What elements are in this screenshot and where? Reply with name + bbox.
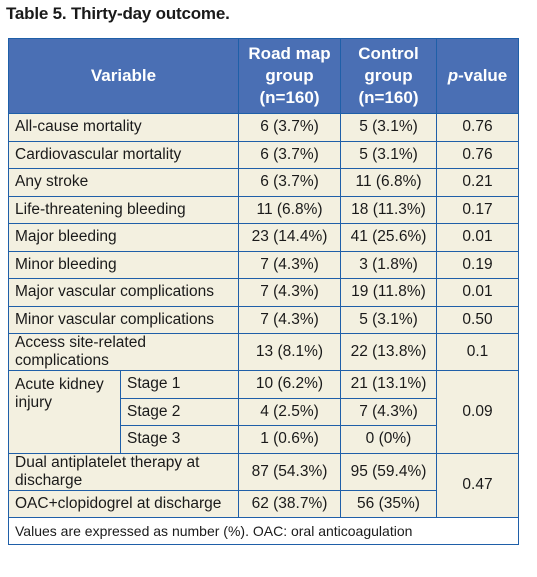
discharge-road-value: 62 (38.7%) <box>238 489 341 518</box>
row-label: Access site-related complications <box>8 333 239 371</box>
aki-label: Acute kidney injury <box>8 370 121 454</box>
aki-pvalue: 0.09 <box>436 370 519 454</box>
discharge-control-value: 95 (59.4%) <box>340 452 437 491</box>
row-road-value: 11 (6.8%) <box>238 195 341 224</box>
row-label: Any stroke <box>8 168 239 197</box>
header-control: Control group (n=160) <box>340 38 437 114</box>
row-road-value: 6 (3.7%) <box>238 168 341 197</box>
row-control-value: 3 (1.8%) <box>340 250 437 279</box>
row-label: Minor bleeding <box>8 250 239 279</box>
row-control-value: 5 (3.1%) <box>340 140 437 169</box>
discharge-label: OAC+clopidogrel at discharge <box>8 489 239 518</box>
row-control-value: 18 (11.3%) <box>340 195 437 224</box>
row-control-value: 5 (3.1%) <box>340 113 437 142</box>
row-pvalue: 0.19 <box>436 250 519 279</box>
discharge-pvalue: 0.47 <box>436 452 519 518</box>
row-pvalue: 0.17 <box>436 195 519 224</box>
discharge-control-value: 56 (35%) <box>340 489 437 518</box>
row-control-value: 11 (6.8%) <box>340 168 437 197</box>
row-road-value: 13 (8.1%) <box>238 333 341 371</box>
aki-road-value: 10 (6.2%) <box>238 370 341 399</box>
row-pvalue: 0.01 <box>436 223 519 252</box>
header-road-map: Road map group (n=160) <box>238 38 341 114</box>
table-row: Cardiovascular mortality 6 (3.7%) 5 (3.1… <box>8 140 519 169</box>
table-row: Stage 3 1 (0.6%) 0 (0%) <box>9 425 519 454</box>
row-road-value: 23 (14.4%) <box>238 223 341 252</box>
table-row: Dual antiplatelet therapy at discharge 8… <box>8 452 519 518</box>
table-row: Life-threatening bleeding 11 (6.8%) 18 (… <box>8 195 519 224</box>
row-pvalue: 0.50 <box>436 305 519 334</box>
outcome-table: Variable Road map group (n=160) Control … <box>8 38 519 545</box>
row-control-value: 41 (25.6%) <box>340 223 437 252</box>
row-road-value: 7 (4.3%) <box>238 305 341 334</box>
header-control-line2: group <box>364 66 413 85</box>
header-road-map-line1: Road map <box>248 44 331 63</box>
table-title: Table 5. Thirty-day outcome. <box>6 4 230 23</box>
header-variable: Variable <box>8 38 239 114</box>
aki-road-value: 4 (2.5%) <box>238 397 341 426</box>
table-row: Major vascular complications 7 (4.3%) 19… <box>8 278 519 307</box>
row-control-value: 22 (13.8%) <box>340 333 437 371</box>
header-row: Variable Road map group (n=160) Control … <box>8 38 519 114</box>
row-label: Cardiovascular mortality <box>8 140 239 169</box>
row-pvalue: 0.01 <box>436 278 519 307</box>
row-pvalue: 0.76 <box>436 113 519 142</box>
row-label: All-cause mortality <box>8 113 239 142</box>
header-road-map-line3: (n=160) <box>259 88 320 107</box>
table-row: OAC+clopidogrel at discharge 62 (38.7%) … <box>8 489 519 518</box>
row-road-value: 6 (3.7%) <box>238 140 341 169</box>
aki-control-value: 0 (0%) <box>340 425 437 454</box>
row-road-value: 7 (4.3%) <box>238 278 341 307</box>
row-road-value: 6 (3.7%) <box>238 113 341 142</box>
row-pvalue: 0.21 <box>436 168 519 197</box>
aki-stage-label: Stage 3 <box>120 425 239 454</box>
table-row: Minor vascular complications 7 (4.3%) 5 … <box>8 305 519 334</box>
aki-road-value: 1 (0.6%) <box>238 425 341 454</box>
header-pvalue-italic: p <box>447 66 459 85</box>
header-control-line3: (n=160) <box>358 88 419 107</box>
table-footnote: Values are expressed as number (%). OAC:… <box>8 517 519 545</box>
row-road-value: 7 (4.3%) <box>238 250 341 279</box>
aki-control-value: 21 (13.1%) <box>340 370 437 399</box>
row-label: Major vascular complications <box>8 278 239 307</box>
discharge-road-value: 87 (54.3%) <box>238 452 341 491</box>
row-pvalue: 0.1 <box>436 333 519 371</box>
aki-stage-label: Stage 1 <box>120 370 239 399</box>
aki-stage-label: Stage 2 <box>120 397 239 426</box>
table-row: Acute kidney injury Stage 1 10 (6.2%) 21… <box>8 370 519 454</box>
table-row: All-cause mortality 6 (3.7%) 5 (3.1%) 0.… <box>8 113 519 142</box>
header-control-line1: Control <box>358 44 419 63</box>
table-row: Stage 2 4 (2.5%) 7 (4.3%) <box>9 397 519 426</box>
row-pvalue: 0.76 <box>436 140 519 169</box>
row-control-value: 19 (11.8%) <box>340 278 437 307</box>
row-label: Minor vascular complications <box>8 305 239 334</box>
row-control-value: 5 (3.1%) <box>340 305 437 334</box>
table-row: Any stroke 6 (3.7%) 11 (6.8%) 0.21 <box>8 168 519 197</box>
row-label: Major bleeding <box>8 223 239 252</box>
discharge-label: Dual antiplatelet therapy at discharge <box>8 452 239 491</box>
table-row: Access site-related complications 13 (8.… <box>8 333 519 371</box>
row-label: Life-threatening bleeding <box>8 195 239 224</box>
table-row: Major bleeding 23 (14.4%) 41 (25.6%) 0.0… <box>8 223 519 252</box>
footer-row: Values are expressed as number (%). OAC:… <box>8 517 519 545</box>
table-row: Minor bleeding 7 (4.3%) 3 (1.8%) 0.19 <box>8 250 519 279</box>
header-road-map-line2: group <box>265 66 314 85</box>
aki-control-value: 7 (4.3%) <box>340 397 437 426</box>
header-pvalue-rest: -value <box>458 66 508 85</box>
header-pvalue: p-value <box>436 38 519 114</box>
